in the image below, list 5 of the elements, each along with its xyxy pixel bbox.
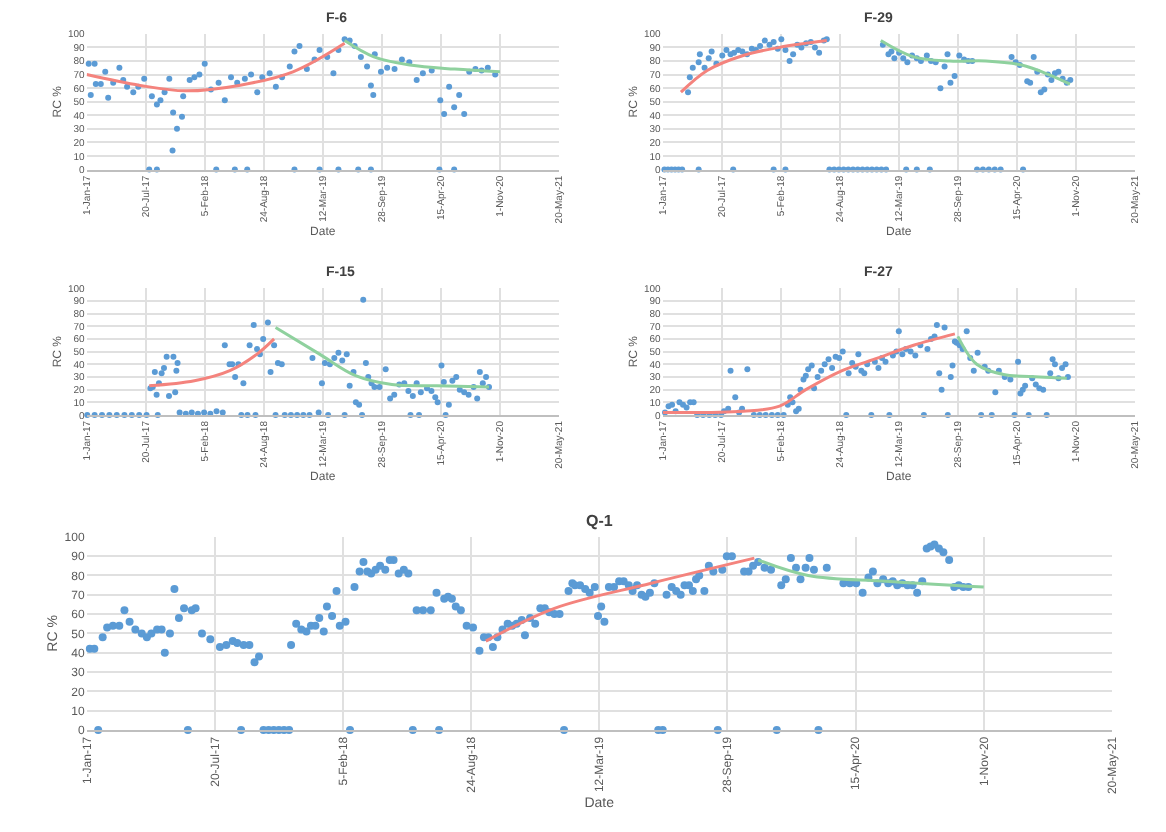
chart-title: Q-1 xyxy=(586,512,614,530)
line-series xyxy=(662,332,957,415)
line-series xyxy=(879,39,1072,86)
line-series xyxy=(274,326,491,389)
line-series xyxy=(679,39,829,94)
